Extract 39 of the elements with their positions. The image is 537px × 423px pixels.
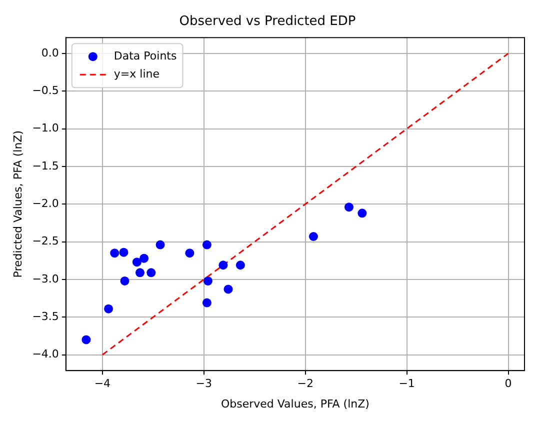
point [185,248,194,258]
point [135,268,144,278]
point [146,268,156,278]
point [236,260,245,270]
point [308,232,318,241]
point [104,304,114,314]
legend-label: Data Points [114,49,177,62]
point [202,298,212,308]
chart-title: Observed vs Predicted EDP [179,14,356,30]
point [132,258,142,267]
point [140,254,149,263]
x-tick-label: −4 [94,377,111,390]
y-tick-label: −2.0 [32,196,59,210]
point [224,284,233,294]
point [358,208,367,218]
y-tick-label: −1.0 [32,122,59,135]
point [203,276,212,286]
x-tick-label: −3 [196,377,212,390]
point [119,248,128,257]
x-tick-label: −1 [398,377,415,390]
point [202,240,212,250]
y-axis-title: Predicted Values, PFA (lnZ) [11,130,24,278]
point [218,260,228,270]
x-axis-title: Observed Values, PFA (lnZ) [220,397,370,410]
point [344,202,354,212]
y-tick-label: −0.5 [32,84,59,97]
y-tick-label: −3.5 [32,310,59,323]
point [110,248,120,258]
y-tick-label: −1.5 [32,159,59,172]
legend-label: y=x line [114,67,160,80]
point [156,240,165,250]
x-tick-label: −2 [297,377,314,390]
y-tick-label: −2.5 [32,234,59,248]
y-tick-label: 0.0 [41,46,59,60]
y-tick-label: −4.0 [32,348,59,361]
y-tick-label: −3.0 [32,272,59,286]
x-tick-label: 0 [504,377,512,390]
point [120,276,130,286]
point [82,335,91,344]
